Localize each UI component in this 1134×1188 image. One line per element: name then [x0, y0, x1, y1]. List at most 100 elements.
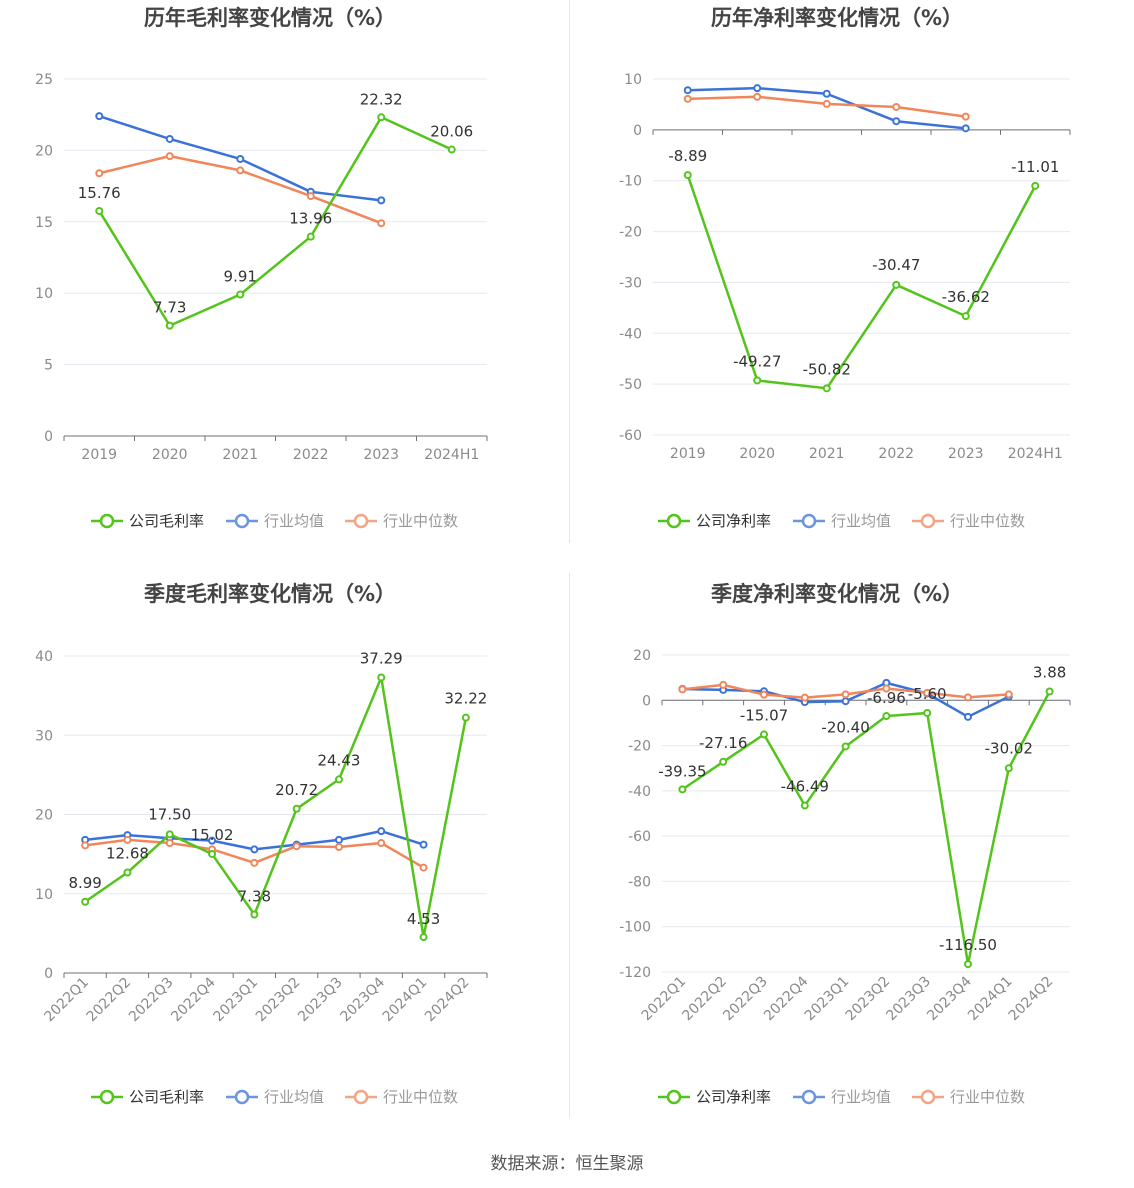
data-point-company [165, 321, 174, 330]
x-tick-label: 2023Q2 [843, 974, 894, 1025]
y-tick-label: -10 [619, 174, 642, 190]
data-point-industry_avg [683, 86, 692, 95]
data-point-company [165, 830, 174, 839]
x-tick-label: 2024H1 [424, 447, 479, 463]
y-tick-label: 0 [633, 123, 642, 139]
data-point-industry_median [753, 92, 762, 101]
data-point-company [964, 960, 972, 969]
data-label: 24.43 [317, 751, 360, 769]
data-point-industry_avg [419, 840, 428, 849]
data-label: 9.91 [224, 267, 257, 285]
data-label: 15.76 [78, 184, 121, 202]
chart-title: 季度净利率变化情况（%） [711, 582, 963, 606]
x-tick-label: 2019 [81, 447, 117, 463]
vertical-divider [569, 0, 570, 543]
data-label: 20.06 [430, 123, 473, 141]
y-tick-label: -120 [619, 965, 651, 981]
data-point-industry_avg [822, 89, 831, 98]
y-tick-label: 0 [642, 693, 651, 709]
legend-label: 行业中位数 [383, 1088, 458, 1106]
chart-title: 历年净利率变化情况（%） [711, 6, 963, 30]
data-point-company [800, 801, 809, 810]
data-point-industry_avg [841, 697, 850, 706]
y-tick-label: -30 [619, 275, 642, 291]
data-point-company [882, 712, 891, 721]
data-point-industry_median [841, 690, 850, 699]
data-point-industry_avg [95, 112, 104, 121]
y-tick-label: -100 [619, 920, 651, 936]
x-tick-label: 2022Q3 [720, 974, 771, 1025]
data-label: -15.07 [740, 706, 788, 724]
y-tick-label: 20 [633, 648, 651, 664]
legend-label: 行业均值 [264, 1088, 324, 1106]
data-point-company [678, 785, 687, 794]
y-tick-label: 5 [44, 358, 53, 374]
y-tick-label: 10 [35, 887, 53, 903]
data-label: 12.68 [106, 845, 149, 863]
data-label: 4.53 [407, 910, 440, 928]
data-point-industry_median [760, 690, 768, 699]
data-label: -30.02 [985, 739, 1033, 757]
data-point-industry_median [683, 94, 692, 103]
series-line-company [681, 690, 1051, 966]
x-tick-label: 2022 [293, 447, 329, 463]
y-tick-label: 40 [35, 649, 53, 665]
legend-item: 行业均值 [793, 1088, 891, 1106]
data-label: 32.22 [444, 690, 487, 708]
data-point-industry_avg [892, 117, 901, 126]
data-point-industry_avg [377, 196, 386, 205]
data-point-company [236, 290, 245, 299]
y-tick-label: -60 [619, 428, 642, 444]
chart-panel-annual-gross-margin: 历年毛利率变化情况（%） 0 5 10 15 20 25 2019 2020 2021 2022 20… [0, 0, 567, 545]
legend-label: 公司毛利率 [129, 1088, 204, 1106]
data-point-company [822, 384, 831, 393]
data-label: -6.96 [867, 689, 906, 707]
chart-title: 历年毛利率变化情况（%） [144, 6, 396, 30]
y-tick-label: 0 [44, 429, 53, 445]
data-label: 7.73 [153, 299, 186, 317]
data-point-industry_median [377, 839, 386, 848]
data-point-industry_median [964, 693, 972, 702]
data-point-industry_median [419, 863, 428, 872]
x-tick-label: 2022Q4 [168, 974, 219, 1025]
x-tick-label: 2022Q3 [126, 975, 177, 1026]
data-label: 22.32 [360, 90, 403, 108]
y-tick-label: 20 [35, 143, 53, 159]
x-tick-label: 2024Q2 [422, 975, 473, 1026]
y-tick-label: 15 [35, 215, 53, 231]
y-tick-label: 20 [35, 808, 53, 824]
data-point-company [683, 171, 692, 180]
data-point-company [1045, 687, 1054, 696]
x-tick-label: 2019 [670, 446, 706, 462]
legend-item: 行业均值 [226, 512, 324, 530]
legend-item: 公司净利率 [658, 1088, 771, 1106]
x-tick-label: 2021 [222, 447, 258, 463]
legend-marker [920, 513, 936, 529]
y-tick-label: -50 [619, 377, 642, 393]
y-tick-label: -40 [619, 326, 642, 342]
x-tick-label: 2023Q4 [337, 974, 388, 1025]
data-label: 17.50 [148, 805, 191, 823]
data-point-company [1031, 181, 1040, 190]
data-point-industry_median [334, 842, 343, 851]
legend-label: 行业均值 [831, 512, 891, 530]
legend-item: 行业均值 [793, 512, 891, 530]
legend-label: 行业均值 [264, 512, 324, 530]
data-point-company [377, 113, 386, 122]
legend-label: 行业中位数 [950, 512, 1025, 530]
data-source-note: 数据来源：恒生聚源 [490, 1154, 644, 1174]
data-label: -30.47 [872, 256, 920, 274]
legend-label: 公司毛利率 [129, 512, 204, 530]
y-tick-label: 10 [624, 72, 642, 88]
data-point-company [760, 730, 768, 739]
data-point-company [1004, 764, 1013, 773]
data-point-industry_median [377, 219, 386, 228]
data-point-company [447, 145, 456, 154]
x-tick-label: 2022Q4 [761, 973, 812, 1024]
data-label: -5.60 [908, 685, 947, 703]
legend-marker [353, 1089, 369, 1105]
data-label: 20.72 [275, 781, 318, 799]
data-label: -39.35 [658, 762, 706, 780]
data-point-industry_median [678, 685, 687, 694]
legend-label: 行业中位数 [950, 1088, 1025, 1106]
